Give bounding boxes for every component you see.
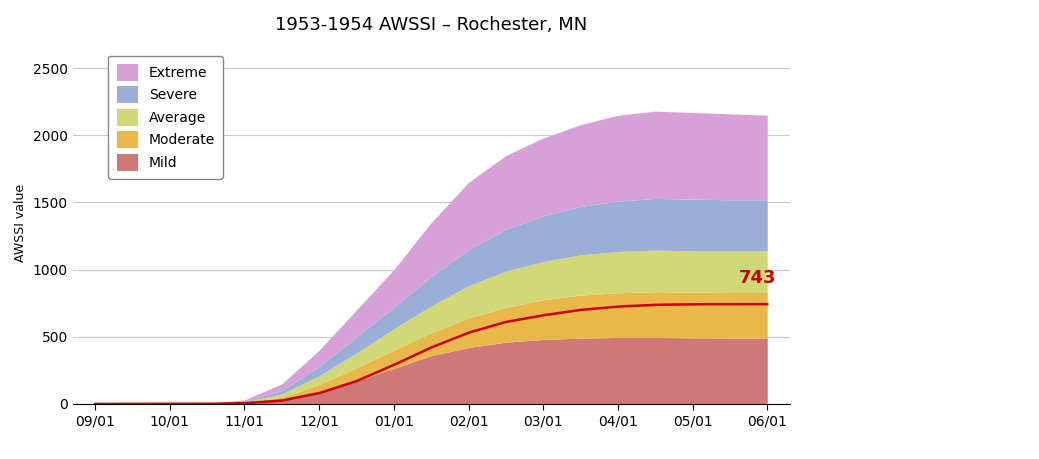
Title: 1953-1954 AWSSI – Rochester, MN: 1953-1954 AWSSI – Rochester, MN: [275, 16, 587, 34]
Text: 743: 743: [739, 269, 776, 287]
Legend: Extreme, Severe, Average, Moderate, Mild: Extreme, Severe, Average, Moderate, Mild: [108, 56, 223, 179]
Y-axis label: AWSSI value: AWSSI value: [15, 184, 27, 262]
